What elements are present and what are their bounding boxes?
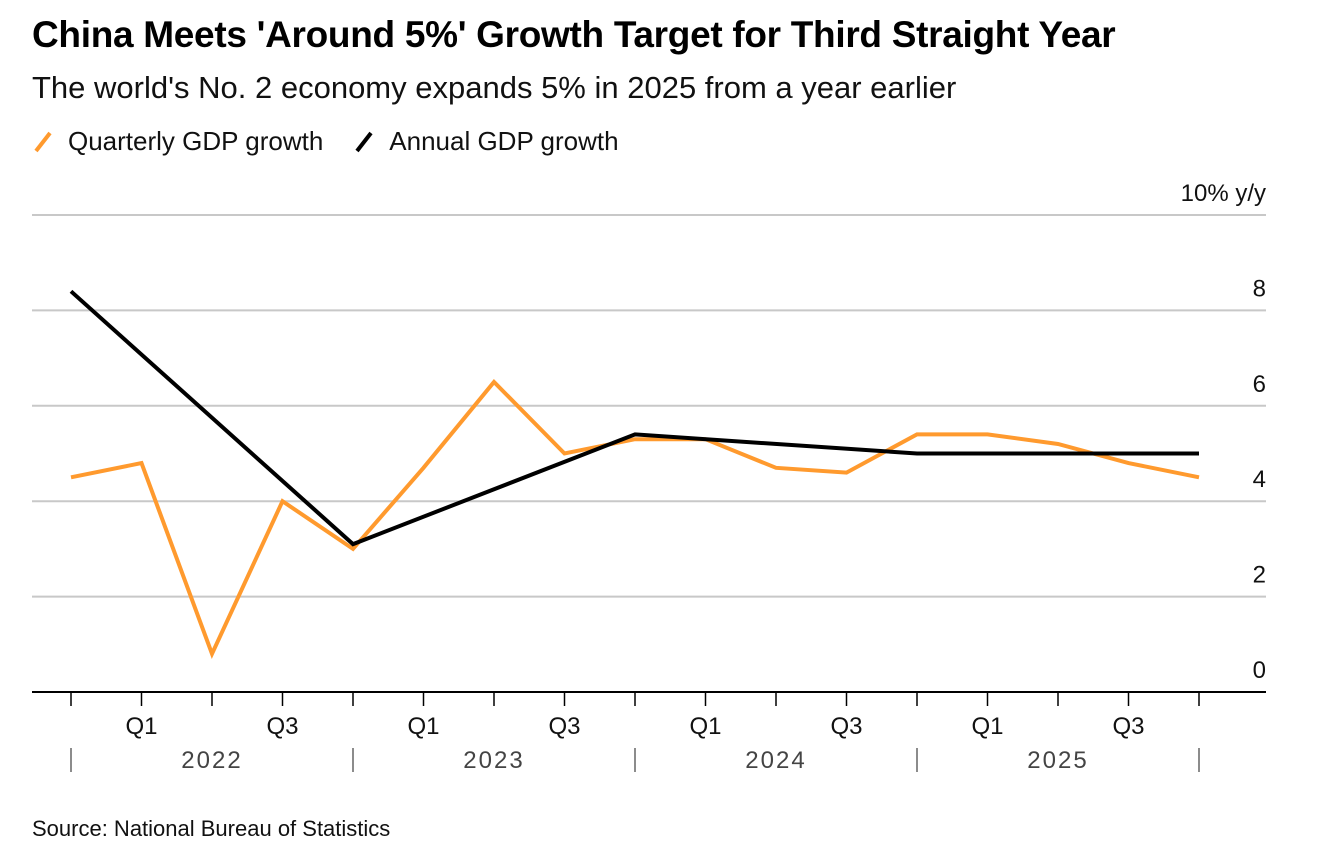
legend-item-annual: Annual GDP growth	[353, 126, 619, 157]
x-tick-label: Q1	[689, 713, 721, 740]
legend-swatch-quarterly	[34, 131, 52, 152]
legend-label-annual: Annual GDP growth	[389, 126, 619, 156]
x-axis: Q1 Q3 Q1 Q3 Q1 Q3 Q1 Q3 2022 2023 2024 2025	[32, 691, 1266, 774]
source-note: Source: National Bureau of Statistics	[32, 816, 391, 841]
legend: Quarterly GDP growth Annual GDP growth	[32, 126, 649, 157]
y-tick-label: 10% y/y	[1181, 180, 1266, 207]
legend-swatch-annual	[355, 131, 373, 152]
y-tick-label: 8	[1253, 275, 1266, 302]
gridlines	[32, 214, 1266, 598]
legend-item-quarterly: Quarterly GDP growth	[32, 126, 323, 157]
year-label: 2025	[1027, 747, 1088, 774]
chart-subtitle: The world's No. 2 economy expands 5% in …	[32, 70, 957, 105]
x-tick-label: Q1	[971, 713, 1003, 740]
year-label: 2022	[181, 747, 242, 774]
y-tick-label: 6	[1253, 371, 1266, 398]
y-tick-label: 2	[1253, 562, 1266, 589]
series-line-quarterly	[70, 378, 1200, 660]
series-line-annual	[69, 289, 1199, 547]
year-label: 2024	[745, 747, 806, 774]
chart-title: China Meets 'Around 5%' Growth Target fo…	[32, 14, 1116, 55]
legend-label-quarterly: Quarterly GDP growth	[68, 126, 324, 156]
x-tick-label: Q3	[1112, 713, 1144, 740]
x-tick-label: Q3	[266, 713, 298, 740]
series-lines	[69, 289, 1200, 660]
y-tick-label: 0	[1253, 657, 1266, 684]
x-tick-label: Q1	[407, 713, 439, 740]
x-tick-label: Q1	[125, 713, 157, 740]
year-label: 2023	[463, 747, 524, 774]
x-tick-label: Q3	[830, 713, 862, 740]
y-axis-labels: 0 2 4 6 8 10% y/y	[1181, 180, 1266, 684]
y-tick-label: 4	[1253, 466, 1266, 493]
x-tick-label: Q3	[548, 713, 580, 740]
